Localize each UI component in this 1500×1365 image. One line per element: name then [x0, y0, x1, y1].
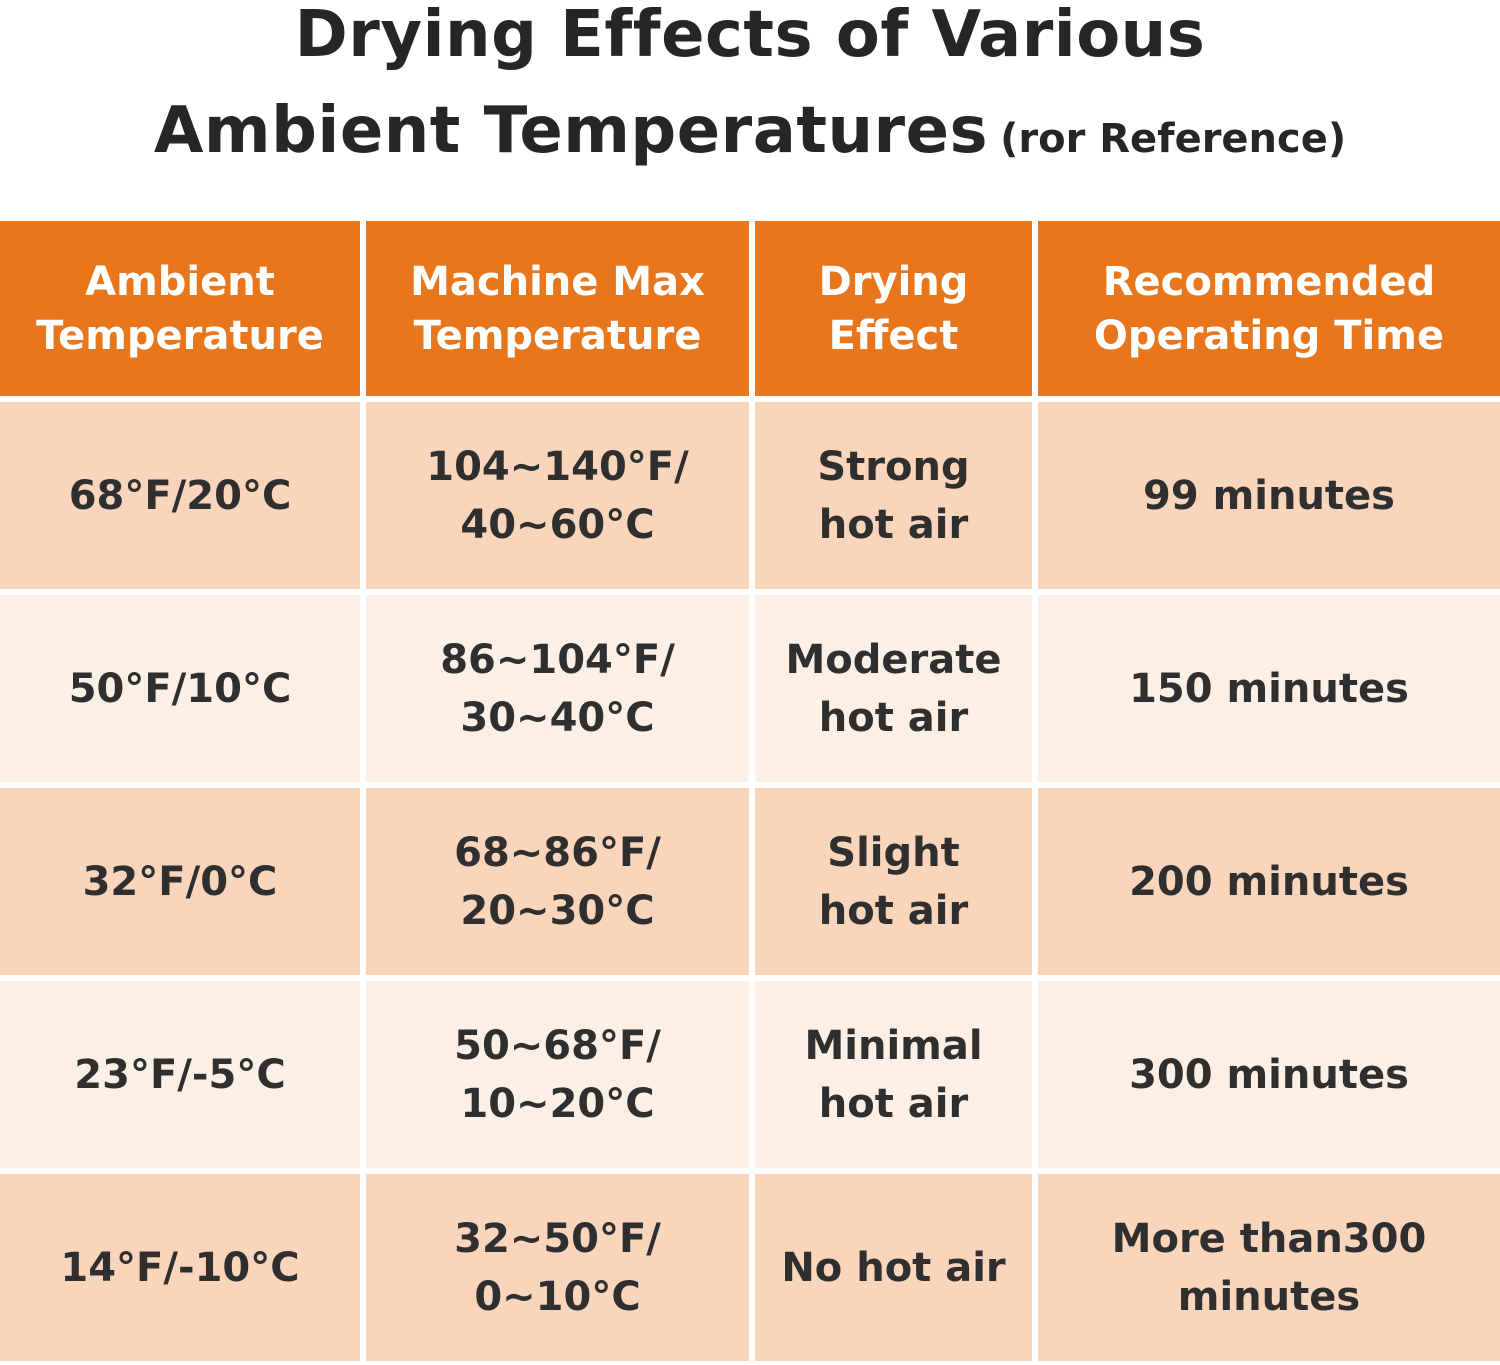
- cell-drying-effect-line: Slight: [827, 829, 960, 876]
- cell-operating-time-line: 200 minutes: [1129, 858, 1409, 905]
- cell-drying-effect-line: Moderate: [785, 636, 1002, 683]
- header-operating-time: Recommended Operating Time: [1038, 221, 1500, 396]
- cell-drying-effect-line: Strong: [817, 443, 970, 490]
- cell-ambient-text: 23°F/-5°C: [74, 1046, 285, 1104]
- cell-ambient: 32°F/0°C: [0, 788, 360, 975]
- cell-drying-effect: Minimal hot air: [755, 981, 1032, 1168]
- cell-ambient-text: 14°F/-10°C: [60, 1239, 299, 1297]
- cell-drying-effect-line: hot air: [818, 1080, 969, 1127]
- cell-machine-max-line: 10~20°C: [460, 1080, 655, 1127]
- cell-ambient-line: 50°F/10°C: [68, 665, 292, 712]
- cell-operating-time-text: 200 minutes: [1129, 853, 1409, 911]
- cell-drying-effect-text: Minimal hot air: [804, 1017, 982, 1133]
- cell-ambient: 23°F/-5°C: [0, 981, 360, 1168]
- cell-machine-max-line: 50~68°F/: [454, 1022, 661, 1069]
- cell-operating-time: 300 minutes: [1038, 981, 1500, 1168]
- cell-drying-effect-line: hot air: [818, 887, 969, 934]
- header-drying-effect-line: Effect: [828, 312, 959, 359]
- subtitle-note: (ror Reference): [1000, 116, 1347, 162]
- header-operating-time-line: Operating Time: [1093, 312, 1445, 359]
- cell-operating-time: 99 minutes: [1038, 402, 1500, 589]
- cell-operating-time-line: 99 minutes: [1143, 472, 1395, 519]
- cell-operating-time-text: More than300 minutes: [1112, 1210, 1427, 1326]
- cell-machine-max-line: 20~30°C: [460, 887, 655, 934]
- cell-ambient-text: 68°F/20°C: [69, 467, 292, 525]
- cell-operating-time-text: 99 minutes: [1143, 467, 1395, 525]
- cell-ambient-line: 68°F/20°C: [68, 472, 292, 519]
- header-drying-effect: Drying Effect: [755, 221, 1032, 396]
- page-title: Drying Effects of Various: [294, 0, 1206, 72]
- cell-machine-max: 104~140°F/40~60°C: [366, 402, 749, 589]
- cell-drying-effect: Slight hot air: [755, 788, 1032, 975]
- cell-operating-time-line: minutes: [1177, 1273, 1361, 1320]
- cell-operating-time-line: 150 minutes: [1129, 665, 1409, 712]
- cell-operating-time: 200 minutes: [1038, 788, 1500, 975]
- cell-machine-max-text: 50~68°F/10~20°C: [454, 1017, 661, 1133]
- cell-drying-effect-text: Slight hot air: [819, 824, 968, 940]
- cell-ambient-line: 32°F/0°C: [82, 858, 278, 905]
- header-ambient-temperature-text: Ambient Temperature: [36, 255, 324, 363]
- cell-machine-max-line: 86~104°F/: [440, 636, 675, 683]
- cell-machine-max-line: 0~10°C: [474, 1273, 641, 1320]
- cell-operating-time-text: 300 minutes: [1129, 1046, 1409, 1104]
- cell-operating-time-line: More than300: [1111, 1215, 1427, 1262]
- header-operating-time-line: Recommended: [1102, 258, 1436, 305]
- cell-drying-effect-text: No hot air: [781, 1239, 1005, 1297]
- cell-machine-max: 50~68°F/10~20°C: [366, 981, 749, 1168]
- cell-drying-effect-line: No hot air: [781, 1244, 1006, 1291]
- cell-drying-effect: Moderate hot air: [755, 595, 1032, 782]
- header-machine-max-temperature-text: Machine Max Temperature: [410, 255, 705, 363]
- header-ambient-temperature: Ambient Temperature: [0, 221, 360, 396]
- cell-machine-max-line: 68~86°F/: [454, 829, 661, 876]
- cell-machine-max: 86~104°F/30~40°C: [366, 595, 749, 782]
- cell-ambient-line: 14°F/-10°C: [60, 1244, 300, 1291]
- page-subtitle: Ambient Temperatures (ror Reference): [0, 96, 1500, 182]
- cell-machine-max-text: 68~86°F/20~30°C: [454, 824, 661, 940]
- header-ambient-temperature-line: Temperature: [36, 312, 324, 359]
- cell-operating-time-line: 300 minutes: [1129, 1051, 1409, 1098]
- cell-ambient: 68°F/20°C: [0, 402, 360, 589]
- header-operating-time-text: Recommended Operating Time: [1094, 255, 1444, 363]
- header-machine-max-temperature-line: Machine Max: [410, 258, 705, 305]
- cell-operating-time: 150 minutes: [1038, 595, 1500, 782]
- cell-machine-max-line: 30~40°C: [460, 694, 655, 741]
- header-machine-max-temperature-line: Temperature: [413, 312, 702, 359]
- cell-machine-max-line: 104~140°F/: [426, 443, 689, 490]
- cell-drying-effect-text: Moderate hot air: [785, 631, 1001, 747]
- cell-operating-time: More than300 minutes: [1038, 1174, 1500, 1361]
- cell-drying-effect: Strong hot air: [755, 402, 1032, 589]
- cell-machine-max: 32~50°F/0~10°C: [366, 1174, 749, 1361]
- cell-ambient-line: 23°F/-5°C: [74, 1051, 286, 1098]
- header-drying-effect-text: Drying Effect: [819, 255, 969, 363]
- header-ambient-temperature-line: Ambient: [85, 258, 275, 305]
- cell-machine-max-line: 32~50°F/: [454, 1215, 661, 1262]
- cell-ambient-text: 32°F/0°C: [83, 853, 278, 911]
- cell-machine-max: 68~86°F/20~30°C: [366, 788, 749, 975]
- cell-machine-max-text: 32~50°F/0~10°C: [454, 1210, 661, 1326]
- cell-machine-max-line: 40~60°C: [460, 501, 655, 548]
- cell-operating-time-text: 150 minutes: [1129, 660, 1409, 718]
- cell-drying-effect: No hot air: [755, 1174, 1032, 1361]
- cell-machine-max-text: 104~140°F/40~60°C: [426, 438, 688, 554]
- header-machine-max-temperature: Machine Max Temperature: [366, 221, 749, 396]
- cell-drying-effect-line: Minimal: [804, 1022, 983, 1069]
- subtitle-main: Ambient Temperatures: [153, 94, 989, 168]
- header-drying-effect-line: Drying: [818, 258, 969, 305]
- cell-machine-max-text: 86~104°F/30~40°C: [440, 631, 675, 747]
- cell-drying-effect-line: hot air: [818, 501, 969, 548]
- cell-ambient-text: 50°F/10°C: [69, 660, 292, 718]
- cell-ambient: 50°F/10°C: [0, 595, 360, 782]
- cell-drying-effect-line: hot air: [818, 694, 969, 741]
- cell-ambient: 14°F/-10°C: [0, 1174, 360, 1361]
- cell-drying-effect-text: Strong hot air: [817, 438, 969, 554]
- drying-table: Ambient Temperature Machine Max Temperature…: [0, 221, 1500, 1361]
